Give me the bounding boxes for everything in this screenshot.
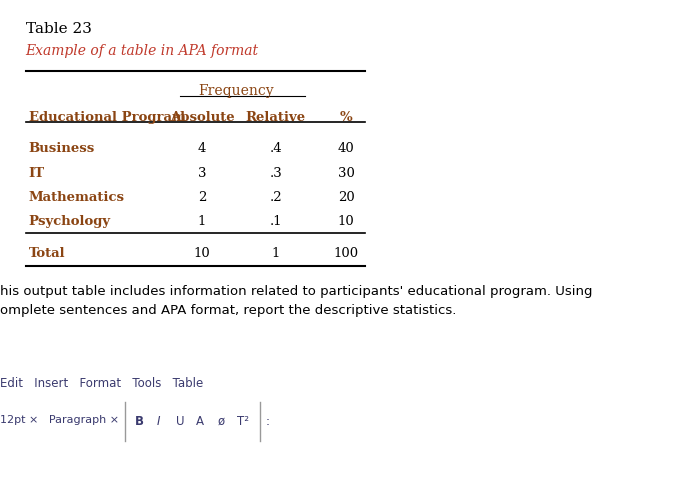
Text: Table 23: Table 23 (26, 22, 92, 36)
Text: .1: .1 (270, 215, 282, 228)
Text: 4: 4 (198, 142, 206, 155)
Text: 10: 10 (338, 215, 354, 228)
Text: %: % (340, 111, 352, 124)
Text: .3: .3 (269, 167, 282, 180)
Text: 2: 2 (198, 191, 206, 204)
Text: 40: 40 (338, 142, 354, 155)
Text: A: A (195, 415, 204, 428)
Text: :: : (266, 415, 270, 428)
Text: 100: 100 (334, 247, 359, 260)
Text: Example of a table in APA format: Example of a table in APA format (26, 44, 259, 58)
Text: omplete sentences and APA format, report the descriptive statistics.: omplete sentences and APA format, report… (0, 304, 457, 318)
Text: Psychology: Psychology (29, 215, 111, 228)
Text: T²: T² (237, 415, 250, 428)
Text: 3: 3 (197, 167, 206, 180)
Text: I: I (157, 415, 161, 428)
Text: B: B (135, 415, 144, 428)
Text: Absolute: Absolute (170, 111, 234, 124)
Text: 30: 30 (338, 167, 354, 180)
Text: .2: .2 (270, 191, 282, 204)
Text: Relative: Relative (245, 111, 306, 124)
Text: Educational Program: Educational Program (29, 111, 186, 124)
Text: 10: 10 (194, 247, 211, 260)
Text: .4: .4 (270, 142, 282, 155)
Text: 1: 1 (198, 215, 206, 228)
Text: Mathematics: Mathematics (29, 191, 125, 204)
Text: Frequency: Frequency (198, 84, 273, 98)
Text: 12pt ×   Paragraph ×: 12pt × Paragraph × (0, 415, 119, 425)
Text: IT: IT (29, 167, 45, 180)
Text: his output table includes information related to participants' educational progr: his output table includes information re… (0, 285, 593, 298)
Text: Edit   Insert   Format   Tools   Table: Edit Insert Format Tools Table (0, 377, 203, 391)
Text: 1: 1 (272, 247, 280, 260)
Text: U: U (177, 415, 185, 428)
Text: ø: ø (218, 415, 225, 428)
Text: Total: Total (29, 247, 65, 260)
Text: Business: Business (29, 142, 95, 155)
Text: 20: 20 (338, 191, 354, 204)
